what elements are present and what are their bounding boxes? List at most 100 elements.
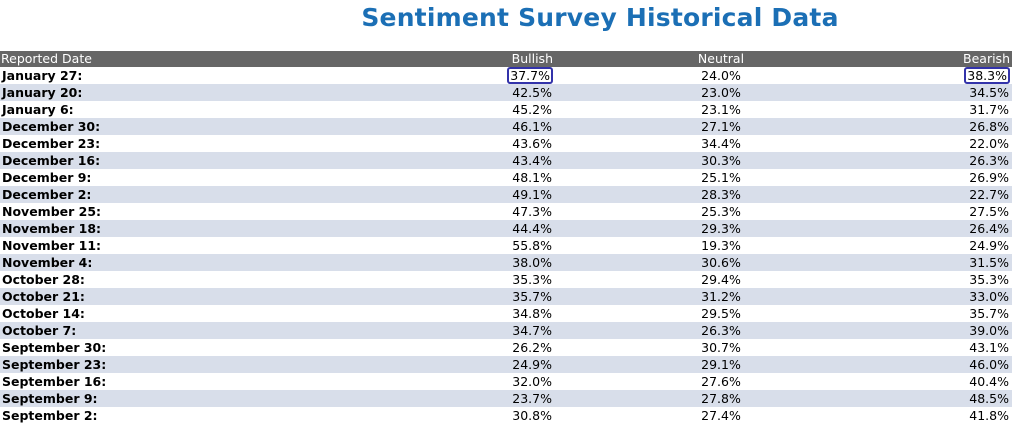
cell-bullish-value: 43.4% [512,153,552,168]
cell-bullish-value: 24.9% [512,357,552,372]
cell-bearish: 41.8% [888,407,1012,424]
cell-bullish: 35.3% [303,271,555,288]
sentiment-table: Reported Date Bullish Neutral Bearish Ja… [0,51,1012,424]
cell-bearish-value: 27.5% [969,204,1009,219]
cell-bearish: 43.1% [888,339,1012,356]
cell-reported-date-value: November 11: [2,238,102,253]
cell-reported-date: September 23: [0,356,303,373]
cell-bullish: 48.1% [303,169,555,186]
cell-bearish: 33.0% [888,288,1012,305]
cell-reported-date-value: January 27: [2,68,83,83]
cell-neutral: 24.0% [555,67,888,84]
table-row: September 9: 23.7% 27.8% 48.5% [0,390,1012,407]
cell-reported-date: November 18: [0,220,303,237]
cell-reported-date-value: September 2: [2,408,98,423]
table-body: January 27: 37.7% 24.0% 38.3% January 20: 42.… [0,67,1012,424]
cell-bearish-value: 26.8% [969,119,1009,134]
cell-neutral-value: 24.0% [701,68,741,83]
cell-bearish: 38.3% [888,67,1012,84]
table-row: December 16: 43.4% 30.3% 26.3% [0,152,1012,169]
table-row: October 7: 34.7% 26.3% 39.0% [0,322,1012,339]
cell-neutral: 19.3% [555,237,888,254]
cell-reported-date-value: January 20: [2,85,83,100]
cell-neutral: 31.2% [555,288,888,305]
cell-neutral-value: 29.4% [701,272,741,287]
cell-bearish-value: 31.5% [969,255,1009,270]
cell-bearish-value: 33.0% [969,289,1009,304]
cell-bullish: 43.6% [303,135,555,152]
table-row: September 2: 30.8% 27.4% 41.8% [0,407,1012,424]
cell-neutral-value: 30.6% [701,255,741,270]
cell-reported-date: September 9: [0,390,303,407]
cell-bullish-value: 42.5% [512,85,552,100]
table-row: November 11: 55.8% 19.3% 24.9% [0,237,1012,254]
cell-bearish: 35.3% [888,271,1012,288]
cell-reported-date-value: December 23: [2,136,101,151]
cell-neutral-value: 25.3% [701,204,741,219]
cell-neutral: 34.4% [555,135,888,152]
cell-reported-date-value: September 30: [2,340,107,355]
cell-bearish-value: 39.0% [969,323,1009,338]
cell-neutral-value: 27.8% [701,391,741,406]
cell-neutral: 30.7% [555,339,888,356]
cell-reported-date: December 9: [0,169,303,186]
cell-reported-date: October 21: [0,288,303,305]
cell-bearish: 48.5% [888,390,1012,407]
cell-reported-date: January 20: [0,84,303,101]
cell-neutral: 23.1% [555,101,888,118]
cell-neutral-value: 27.1% [701,119,741,134]
cell-bullish: 34.7% [303,322,555,339]
cell-bullish: 35.7% [303,288,555,305]
cell-bearish-value: 34.5% [969,85,1009,100]
cell-reported-date: January 6: [0,101,303,118]
table-row: January 6: 45.2% 23.1% 31.7% [0,101,1012,118]
header-reported-date: Reported Date [0,51,303,67]
table-row: September 30: 26.2% 30.7% 43.1% [0,339,1012,356]
cell-bullish: 42.5% [303,84,555,101]
cell-reported-date-value: December 30: [2,119,101,134]
cell-bearish: 46.0% [888,356,1012,373]
cell-bullish-value: 43.6% [512,136,552,151]
cell-bullish: 37.7% [303,67,555,84]
table-row: December 23: 43.6% 34.4% 22.0% [0,135,1012,152]
cell-bullish-value: 55.8% [512,238,552,253]
cell-bearish: 39.0% [888,322,1012,339]
cell-bearish: 31.5% [888,254,1012,271]
cell-bullish: 30.8% [303,407,555,424]
cell-bullish: 34.8% [303,305,555,322]
cell-neutral: 30.6% [555,254,888,271]
cell-bearish: 26.4% [888,220,1012,237]
cell-reported-date-value: December 9: [2,170,92,185]
table-row: September 16: 32.0% 27.6% 40.4% [0,373,1012,390]
cell-bearish: 40.4% [888,373,1012,390]
cell-bullish: 32.0% [303,373,555,390]
cell-bearish: 26.9% [888,169,1012,186]
cell-reported-date-value: September 16: [2,374,107,389]
cell-bullish: 26.2% [303,339,555,356]
table-row: October 21: 35.7% 31.2% 33.0% [0,288,1012,305]
table-row: October 14: 34.8% 29.5% 35.7% [0,305,1012,322]
cell-bullish-value: 38.0% [512,255,552,270]
cell-bullish-value: 49.1% [512,187,552,202]
cell-bullish-value: 34.8% [512,306,552,321]
cell-bearish: 24.9% [888,237,1012,254]
header-row: Reported Date Bullish Neutral Bearish [0,51,1012,67]
cell-reported-date: November 11: [0,237,303,254]
cell-bullish-value: 30.8% [512,408,552,423]
cell-bearish: 22.7% [888,186,1012,203]
cell-bullish: 44.4% [303,220,555,237]
cell-neutral-value: 29.1% [701,357,741,372]
table-row: December 9: 48.1% 25.1% 26.9% [0,169,1012,186]
cell-bullish: 46.1% [303,118,555,135]
cell-bearish: 27.5% [888,203,1012,220]
cell-neutral-value: 31.2% [701,289,741,304]
cell-reported-date-value: November 4: [2,255,93,270]
cell-reported-date-value: December 16: [2,153,101,168]
cell-bearish-value: 26.9% [969,170,1009,185]
cell-reported-date: November 4: [0,254,303,271]
table-row: September 23: 24.9% 29.1% 46.0% [0,356,1012,373]
cell-neutral-value: 34.4% [701,136,741,151]
cell-bearish: 26.3% [888,152,1012,169]
cell-reported-date: December 16: [0,152,303,169]
cell-bearish-value: 26.3% [969,153,1009,168]
